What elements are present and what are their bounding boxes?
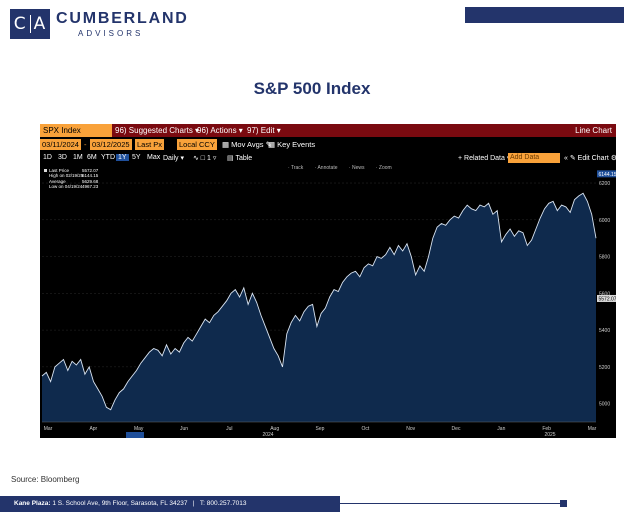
footer-address-bar: Kane Plaza: 1 S. School Ave, 9th Floor, … bbox=[0, 496, 340, 512]
footer-separator: | bbox=[192, 500, 195, 507]
high-price-tag-bg bbox=[597, 170, 616, 178]
edit-chart-button[interactable]: « ✎ Edit Chart ⚙ bbox=[564, 155, 616, 162]
x-tick-label: Jan bbox=[497, 426, 505, 432]
price-line bbox=[41, 192, 597, 411]
period-1y[interactable]: 1Y bbox=[116, 154, 129, 161]
company-logo: C A CUMBERLAND ADVISORS bbox=[10, 9, 189, 39]
x-tick-label: Aug bbox=[270, 426, 279, 432]
last-price-tag-bg bbox=[597, 294, 616, 302]
x-tick-label: Apr bbox=[89, 426, 97, 432]
x-tick-label: Mar bbox=[588, 426, 597, 432]
slide-title: S&P 500 Index bbox=[253, 79, 371, 98]
table-button[interactable]: ▤ Table bbox=[227, 155, 253, 162]
period-1m[interactable]: 1M bbox=[73, 154, 83, 161]
y-tick-label: 5000 bbox=[599, 402, 610, 408]
mov-avgs-button[interactable]: ▦ Mov Avgs ✎ bbox=[222, 140, 272, 149]
x-tick-label: May bbox=[134, 426, 144, 432]
logo-mark: C A bbox=[10, 9, 50, 39]
y-tick-label: 5200 bbox=[599, 365, 610, 371]
edit-menu[interactable]: 97) Edit ▾ bbox=[247, 126, 281, 135]
high-price-tag: 6144.15 bbox=[599, 172, 617, 178]
period-ytd[interactable]: YTD bbox=[101, 154, 115, 161]
frequency-select[interactable]: Daily ▾ bbox=[163, 155, 185, 162]
track-tool[interactable]: · Track bbox=[288, 165, 304, 171]
price-area bbox=[42, 193, 596, 422]
date-range-separator: - bbox=[84, 140, 87, 149]
legend-average: Average 5629.68 bbox=[49, 178, 99, 184]
period-1d[interactable]: 1D bbox=[43, 154, 52, 161]
related-data-menu[interactable]: + Related Data ▾ bbox=[458, 155, 511, 162]
chart-toolbar: · Track · Annotate · News · Zoom bbox=[288, 165, 402, 171]
x-tick-label: Sep bbox=[316, 426, 325, 432]
line-style-icon[interactable]: ∿ □ 1 ▿ bbox=[193, 155, 217, 162]
end-date-field[interactable]: 03/12/2025 bbox=[90, 139, 132, 150]
zoom-tool[interactable]: · Zoom bbox=[375, 165, 392, 171]
x-tick-label: Oct bbox=[361, 426, 369, 432]
period-3d[interactable]: 3D bbox=[58, 154, 67, 161]
footer-phone: T: 800.257.7013 bbox=[199, 500, 247, 507]
footer-square bbox=[560, 500, 567, 507]
y-tick-label: 6200 bbox=[599, 181, 610, 187]
actions-menu[interactable]: 96) Actions ▾ bbox=[197, 126, 243, 135]
chart-legend: Last Price 5572.07 High on 02/19/25 6144.1… bbox=[44, 168, 99, 190]
legend-high: High on 02/19/25 6144.15 bbox=[49, 173, 99, 179]
price-field-select[interactable]: Last Px bbox=[135, 139, 165, 150]
source-note: Source: Bloomberg bbox=[11, 475, 80, 484]
spx-line-chart[interactable]: 5000 5200 5400 5600 5800 6000 6200 Mar Apr May Jun… bbox=[40, 164, 616, 438]
last-price-tag: 5572.07 bbox=[599, 296, 617, 302]
x-tick-label: Jul bbox=[226, 426, 232, 432]
x-tick-label: Mar bbox=[44, 426, 53, 432]
currency-select[interactable]: Local CCY bbox=[177, 139, 217, 150]
y-tick-label: 6000 bbox=[599, 218, 610, 224]
x-tick-label: Dec bbox=[452, 426, 461, 432]
terminal-menu-bar: SPX Index 96) Suggested Charts ▾ 96) Act… bbox=[40, 124, 616, 137]
logo-title: CUMBERLAND bbox=[56, 9, 189, 27]
footer-label: Kane Plaza: bbox=[14, 500, 51, 507]
period-6m[interactable]: 6M bbox=[87, 154, 97, 161]
low-date-tag bbox=[126, 432, 144, 438]
logo-letter-c: C bbox=[13, 14, 27, 34]
period-selector-bar: 1D 3D 1M 6M YTD 1Y 5Y Max Daily ▾ ∿ □ 1 … bbox=[40, 153, 616, 164]
y-tick-label: 5800 bbox=[599, 255, 610, 261]
legend-low: Low on 04/19/24 4967.23 bbox=[49, 184, 99, 190]
x-tick-label: Jun bbox=[180, 426, 188, 432]
news-tool[interactable]: · News bbox=[348, 165, 365, 171]
year-label: 2024 bbox=[262, 432, 273, 438]
x-tick-label: Nov bbox=[406, 426, 415, 432]
logo-letter-a: A bbox=[33, 14, 47, 34]
footer-rule bbox=[340, 503, 560, 504]
key-events-button[interactable]: ▦ Key Events bbox=[268, 140, 316, 149]
chart-type-label: Line Chart bbox=[575, 126, 612, 135]
annotate-tool[interactable]: · Annotate bbox=[314, 165, 338, 171]
y-tick-label: 5600 bbox=[599, 291, 610, 297]
add-data-input[interactable]: Add Data bbox=[508, 153, 560, 163]
suggested-charts-menu[interactable]: 96) Suggested Charts ▾ bbox=[115, 126, 200, 135]
period-5y[interactable]: 5Y bbox=[132, 154, 141, 161]
terminal-settings-bar: 03/11/2024 - 03/12/2025 Last Px Local CC… bbox=[40, 139, 616, 151]
x-tick-label: Feb bbox=[542, 426, 551, 432]
legend-last-price: Last Price 5572.07 bbox=[44, 168, 98, 173]
start-date-field[interactable]: 03/11/2024 bbox=[40, 139, 81, 150]
header-accent-bar bbox=[465, 7, 624, 23]
y-tick-label: 5400 bbox=[599, 328, 610, 334]
ticker-field[interactable]: SPX Index bbox=[40, 124, 112, 137]
footer-address: 1 S. School Ave, 9th Floor, Sarasota, FL… bbox=[52, 500, 188, 507]
logo-divider bbox=[29, 15, 31, 33]
period-max[interactable]: Max bbox=[147, 154, 161, 161]
logo-subtitle: ADVISORS bbox=[78, 28, 144, 38]
year-label: 2025 bbox=[544, 432, 555, 438]
bloomberg-chart-panel: SPX Index 96) Suggested Charts ▾ 96) Act… bbox=[40, 124, 616, 438]
